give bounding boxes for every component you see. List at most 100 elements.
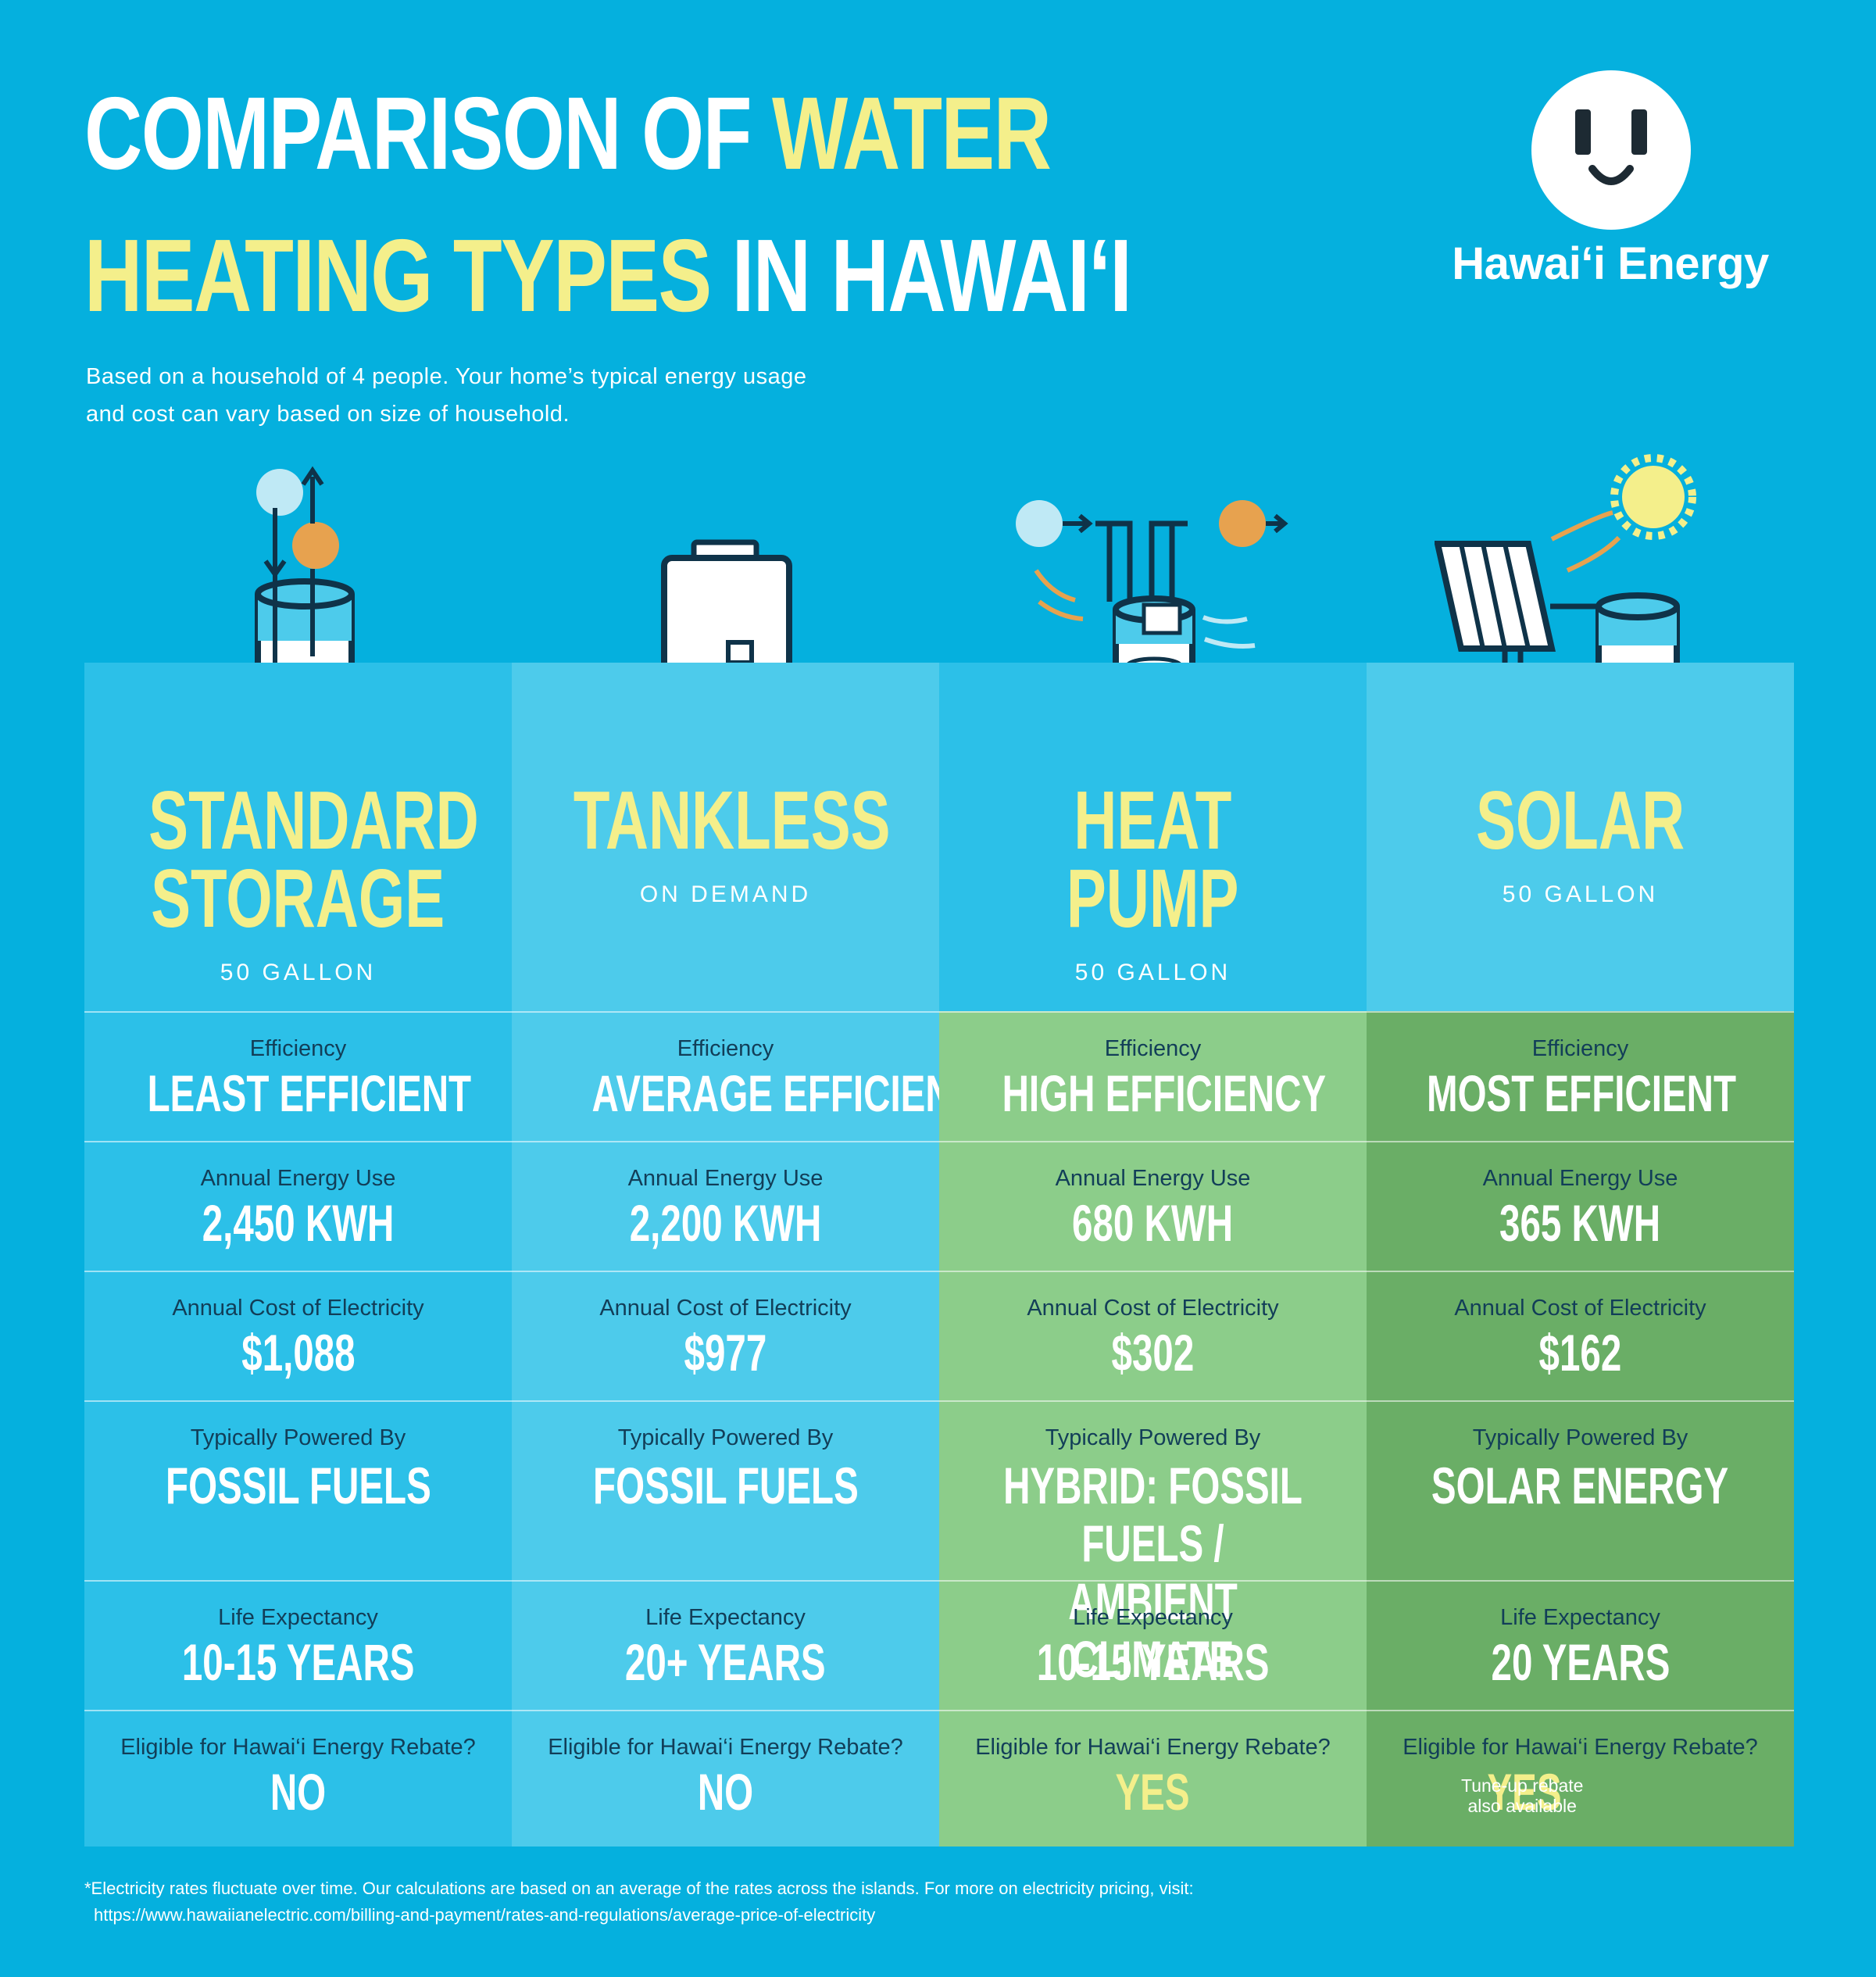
- row-label: Eligible for Hawai‘i Energy Rebate?: [548, 1735, 903, 1760]
- column-name: STANDARD STORAGE: [84, 774, 512, 945]
- subtitle-line1: Based on a household of 4 people. Your h…: [86, 364, 807, 389]
- title-line1-white: COMPARISON OF: [84, 76, 773, 191]
- title-line1-yellow: WATER: [772, 76, 1052, 191]
- logo-text: Hawai‘i Energy: [1452, 238, 1769, 289]
- column-header: SOLAR 50 GALLON: [1367, 663, 1794, 1011]
- cost-row: Annual Cost of Electricity $977: [512, 1271, 939, 1402]
- energy-row: Annual Energy Use 2,200 KWH: [512, 1141, 939, 1272]
- rebate-note-line2: also available: [1467, 1796, 1577, 1816]
- column-name: SOLAR: [1367, 779, 1794, 862]
- cost-row: Annual Cost of Electricity $162: [1367, 1271, 1794, 1402]
- row-label: Eligible for Hawai‘i Energy Rebate?: [120, 1735, 476, 1760]
- row-value: HYBRID: FOSSIL FUELS / AMBIENT CLIMATE: [1003, 1457, 1302, 1688]
- row-label: Efficiency: [1531, 1036, 1629, 1061]
- row-label: Typically Powered By: [617, 1425, 834, 1450]
- row-value: YES: [1487, 1763, 1562, 1821]
- row-value: 365 KWH: [1499, 1194, 1661, 1252]
- row-label: Annual Energy Use: [200, 1166, 396, 1191]
- row-value: $302: [1111, 1324, 1195, 1382]
- green-highlight: [939, 1011, 1367, 1847]
- rebate-note-line1: Tune-up rebate: [1461, 1775, 1584, 1796]
- column-name-line2: PUMP: [1067, 853, 1239, 945]
- column-header: TANKLESS ON DEMAND: [512, 663, 939, 1011]
- column-capacity: ON DEMAND: [639, 881, 812, 907]
- life-row: Life Expectancy 10-15 YEARS: [939, 1580, 1367, 1711]
- column-capacity: 50 GALLON: [1074, 960, 1231, 985]
- life-row: Life Expectancy 10-15 YEARS: [84, 1580, 512, 1711]
- title-line2-yellow: HEATING TYPES: [84, 218, 712, 333]
- cost-row: Annual Cost of Electricity $1,088: [84, 1271, 512, 1402]
- energy-row: Annual Energy Use 680 KWH: [939, 1141, 1367, 1272]
- row-value: 20+ YEARS: [625, 1633, 826, 1691]
- powered-row: Typically Powered By SOLAR ENERGY: [1367, 1400, 1794, 1582]
- row-label: Annual Energy Use: [1482, 1166, 1678, 1191]
- row-value: 10-15 YEARS: [1036, 1633, 1270, 1691]
- powered-row: Typically Powered By FOSSIL FUELS: [512, 1400, 939, 1582]
- row-value: 10-15 YEARS: [181, 1633, 415, 1691]
- row-label: Efficiency: [249, 1036, 347, 1061]
- row-label: Annual Cost of Electricity: [599, 1296, 852, 1321]
- row-value: 2,200 KWH: [629, 1194, 822, 1252]
- row-label: Life Expectancy: [1073, 1605, 1233, 1630]
- column-standard-storage: STANDARD STORAGE 50 GALLON Efficiency LE…: [84, 663, 512, 1847]
- row-label: Life Expectancy: [645, 1605, 806, 1630]
- footnote-link[interactable]: https://www.hawaiianelectric.com/billing…: [94, 1905, 876, 1925]
- row-value: $1,088: [241, 1324, 356, 1382]
- column-solar: SOLAR 50 GALLON Efficiency MOST EFFICIEN…: [1367, 663, 1794, 1847]
- row-value: HIGH EFFICIENCY: [1002, 1064, 1327, 1122]
- row-label: Life Expectancy: [218, 1605, 378, 1630]
- row-label: Life Expectancy: [1500, 1605, 1660, 1630]
- row-label: Eligible for Hawai‘i Energy Rebate?: [975, 1735, 1331, 1760]
- row-label: Annual Energy Use: [1055, 1166, 1251, 1191]
- efficiency-row: Efficiency AVERAGE EFFICIENCY: [512, 1011, 1004, 1142]
- column-tankless: TANKLESS ON DEMAND Efficiency AVERAGE EF…: [512, 663, 1004, 1848]
- rebate-row: Eligible for Hawai‘i Energy Rebate? YES: [1367, 1710, 1794, 1848]
- row-value: 20 YEARS: [1491, 1633, 1670, 1691]
- column-name: HEAT PUMP: [939, 774, 1367, 945]
- row-label: Eligible for Hawai‘i Energy Rebate?: [1403, 1735, 1758, 1760]
- energy-row: Annual Energy Use 2,450 KWH: [84, 1141, 512, 1272]
- page-title: COMPARISON OF WATER HEATING TYPES IN HAW…: [84, 63, 1132, 347]
- row-value: MOST EFFICIENT: [1426, 1064, 1736, 1122]
- row-value: NO: [270, 1763, 327, 1821]
- rebate-row: Eligible for Hawai‘i Energy Rebate? YES: [939, 1710, 1367, 1848]
- energy-row: Annual Energy Use 365 KWH: [1367, 1141, 1794, 1272]
- life-row: Life Expectancy 20+ YEARS: [512, 1580, 939, 1711]
- row-label: Typically Powered By: [190, 1425, 406, 1450]
- row-value: FOSSIL FUELS: [165, 1457, 431, 1514]
- row-value: LEAST EFFICIENT: [147, 1064, 472, 1122]
- efficiency-row: Efficiency HIGH EFFICIENCY: [939, 1011, 1367, 1142]
- row-value: YES: [1115, 1763, 1191, 1821]
- column-name: TANKLESS: [512, 774, 939, 867]
- column-header: HEAT PUMP 50 GALLON: [939, 663, 1367, 1011]
- row-label: Annual Cost of Electricity: [172, 1296, 424, 1321]
- rebate-row: Eligible for Hawai‘i Energy Rebate? NO: [84, 1710, 512, 1848]
- life-row: Life Expectancy 20 YEARS: [1367, 1580, 1794, 1711]
- row-label: Efficiency: [677, 1036, 774, 1061]
- green-highlight: [1367, 1011, 1794, 1847]
- rebate-note: Tune-up rebate also available: [1461, 1775, 1583, 1816]
- rebate-row: Eligible for Hawai‘i Energy Rebate? NO: [512, 1710, 939, 1848]
- efficiency-row: Efficiency MOST EFFICIENT: [1367, 1011, 1794, 1142]
- row-label: Annual Energy Use: [627, 1166, 824, 1191]
- footnote: *Electricity rates fluctuate over time. …: [84, 1875, 1803, 1929]
- footnote-text: *Electricity rates fluctuate over time. …: [84, 1879, 1194, 1898]
- row-label: Annual Cost of Electricity: [1027, 1296, 1279, 1321]
- row-label: Efficiency: [1104, 1036, 1202, 1061]
- powered-row: Typically Powered By HYBRID: FOSSIL FUEL…: [939, 1400, 1367, 1688]
- row-value: AVERAGE EFFICIENCY: [591, 1064, 1004, 1122]
- row-value: SOLAR ENERGY: [1431, 1457, 1729, 1514]
- column-heat-pump: HEAT PUMP 50 GALLON Efficiency HIGH EFFI…: [939, 663, 1367, 1847]
- row-value: 680 KWH: [1072, 1194, 1234, 1252]
- row-value: FOSSIL FUELS: [592, 1457, 859, 1514]
- efficiency-row: Efficiency LEAST EFFICIENT: [84, 1011, 512, 1142]
- column-name-line2: STORAGE: [151, 853, 445, 945]
- row-value: $977: [684, 1324, 767, 1382]
- subtitle: Based on a household of 4 people. Your h…: [86, 358, 945, 433]
- column-name-line1: TANKLESS: [573, 774, 891, 867]
- column-name-line1: HEAT: [1074, 774, 1232, 867]
- column-header: STANDARD STORAGE 50 GALLON: [84, 663, 512, 1011]
- row-label: Typically Powered By: [1045, 1425, 1261, 1450]
- column-name-line1: STANDARD: [148, 774, 479, 867]
- column-capacity: 50 GALLON: [220, 960, 377, 985]
